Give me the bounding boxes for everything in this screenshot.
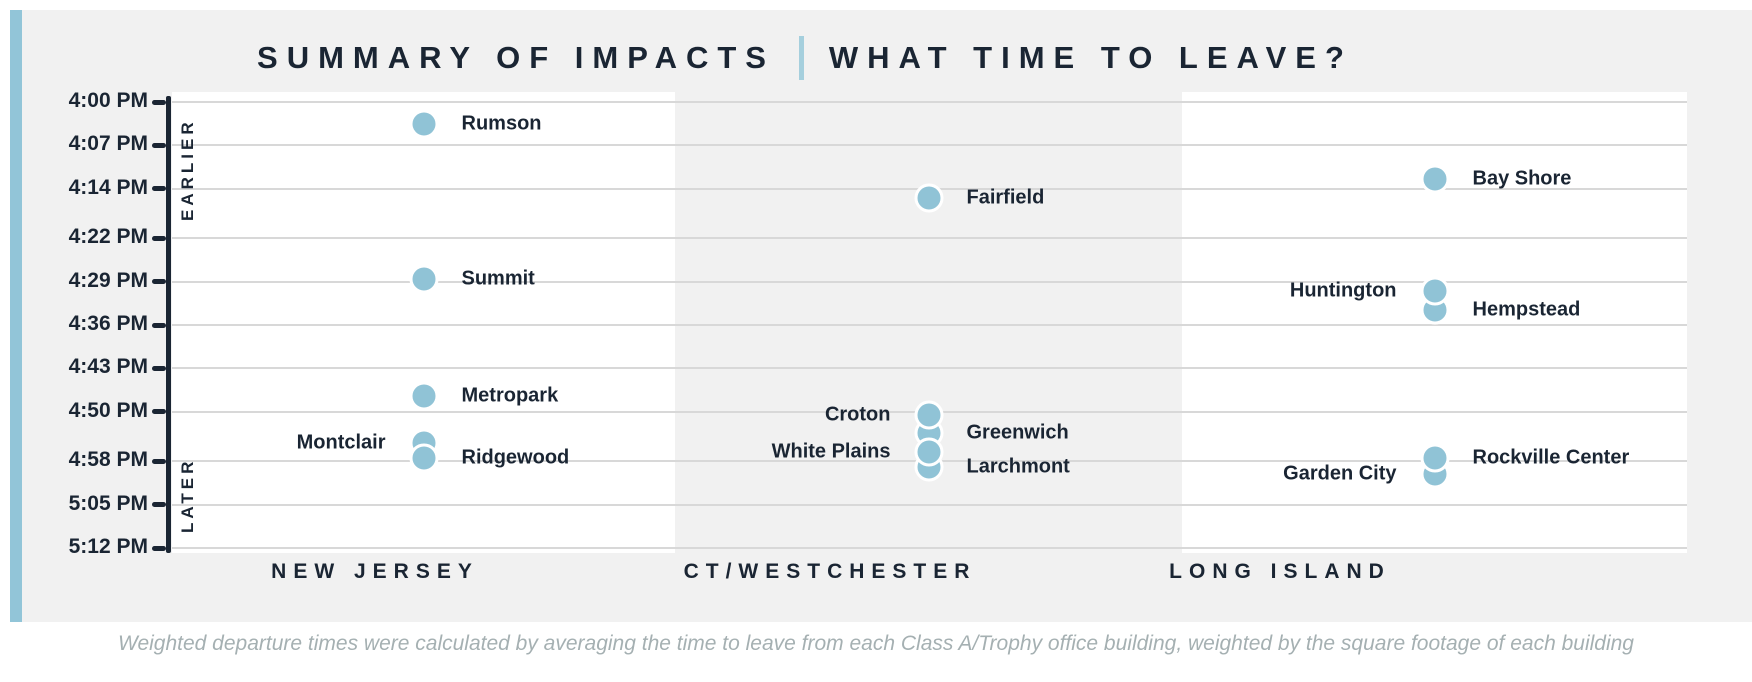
gridline-4-43-pm (172, 367, 1687, 370)
label-rockville-center: Rockville Center (1472, 446, 1630, 469)
axis-tick-4-29-pm (152, 279, 166, 285)
axis-label-4-29-pm: 4:29 PM (68, 268, 148, 292)
label-bay-shore: Bay Shore (1472, 167, 1572, 190)
label-fairfield: Fairfield (966, 186, 1045, 209)
axis-tick-4-22-pm (152, 235, 166, 241)
axis-label-5-05-pm: 5:05 PM (68, 491, 148, 515)
axis-tick-5-12-pm (152, 545, 166, 551)
label-garden-city: Garden City (1283, 462, 1397, 485)
dot-huntington (1420, 276, 1449, 306)
dot-croton (914, 400, 943, 430)
gridline-4-22-pm (172, 237, 1687, 240)
gridline-4-29-pm (172, 280, 1687, 283)
axis-label-4-43-pm: 4:43 PM (68, 355, 148, 379)
gridline-5-05-pm (172, 503, 1687, 506)
title-divider-bar (799, 36, 805, 80)
earlier-axis-label: EARLIER (178, 118, 197, 222)
label-metropark: Metropark (461, 384, 559, 407)
gridline-4-36-pm (172, 324, 1687, 326)
dot-rumson (409, 109, 438, 139)
region-label-long-island: LONG ISLAND (1169, 560, 1391, 583)
label-greenwich: Greenwich (966, 421, 1069, 444)
axis-tick-4-14-pm (152, 186, 166, 192)
y-axis-line (166, 96, 171, 553)
axis-label-4-14-pm: 4:14 PM (68, 175, 148, 199)
axis-tick-4-50-pm (152, 409, 166, 415)
axis-tick-4-07-pm (152, 142, 166, 148)
label-huntington: Huntington (1289, 279, 1397, 302)
region-band-new-jersey (172, 92, 675, 553)
gridline-5-12-pm (172, 547, 1687, 549)
axis-label-4-00-pm: 4:00 PM (68, 89, 148, 112)
axis-tick-4-00-pm (152, 99, 166, 105)
axis-tick-4-58-pm (152, 458, 166, 464)
left-accent-bar (10, 10, 22, 622)
dot-ridgewood (409, 443, 438, 473)
axis-tick-4-36-pm (152, 322, 166, 328)
axis-label-4-50-pm: 4:50 PM (68, 398, 148, 422)
gridline-4-00-pm (172, 101, 1687, 103)
dot-rockville-center (1420, 443, 1449, 473)
axis-label-4-22-pm: 4:22 PM (68, 225, 148, 249)
label-larchmont: Larchmont (966, 455, 1070, 478)
region-label-new-jersey: NEW JERSEY (271, 560, 479, 583)
gridline-4-07-pm (172, 144, 1687, 147)
label-hempstead: Hempstead (1472, 298, 1581, 320)
label-rumson: Rumson (461, 112, 542, 135)
chart-title-part2: WHAT TIME TO LEAVE? (828, 40, 1353, 75)
axis-label-4-36-pm: 4:36 PM (68, 312, 148, 335)
axis-label-4-07-pm: 4:07 PM (68, 132, 148, 156)
label-summit: Summit (461, 267, 535, 290)
label-ridgewood: Ridgewood (461, 446, 570, 469)
axis-tick-5-05-pm (152, 502, 166, 508)
dot-metropark (409, 381, 438, 411)
dot-fairfield (914, 183, 943, 213)
later-axis-label: LATER (178, 457, 197, 533)
dot-summit (409, 264, 438, 294)
axis-label-4-58-pm: 4:58 PM (68, 448, 148, 472)
region-label-ct-westchester: CT/WESTCHESTER (683, 560, 977, 583)
chart-title: SUMMARY OF IMPACTS WHAT TIME TO LEAVE? (0, 36, 1610, 80)
chart-title-part1: SUMMARY OF IMPACTS (257, 40, 775, 75)
label-montclair: Montclair (296, 431, 386, 454)
axis-tick-4-43-pm (152, 365, 166, 371)
footer-note: Weighted departure times were calculated… (118, 632, 1634, 655)
label-croton: Croton (824, 403, 891, 426)
axis-label-5-12-pm: 5:12 PM (68, 535, 148, 558)
dot-white-plains (914, 437, 943, 467)
label-white-plains: White Plains (771, 440, 891, 463)
dot-bay-shore (1420, 164, 1449, 194)
